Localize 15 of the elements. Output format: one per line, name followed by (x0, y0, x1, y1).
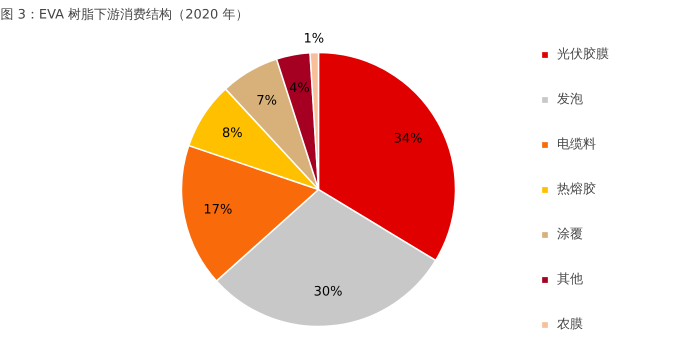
data-label: 1% (304, 31, 324, 46)
data-label: 4% (289, 81, 310, 96)
legend-label: 农膜 (557, 316, 583, 333)
chart-title: 图 3：EVA 树脂下游消费结构（2020 年） (0, 8, 248, 22)
legend-label: 热熔胶 (557, 181, 596, 198)
data-label: 8% (222, 126, 243, 142)
legend-label: 其他 (557, 271, 583, 288)
data-label: 30% (314, 284, 343, 300)
legend-label: 光伏胶膜 (557, 46, 609, 63)
data-label: 7% (256, 93, 277, 108)
legend-label: 涂覆 (557, 226, 583, 243)
data-label: 17% (203, 202, 232, 218)
legend-label: 电缆料 (557, 136, 596, 153)
data-label: 34% (394, 132, 422, 147)
legend-label: 发泡 (557, 91, 583, 108)
